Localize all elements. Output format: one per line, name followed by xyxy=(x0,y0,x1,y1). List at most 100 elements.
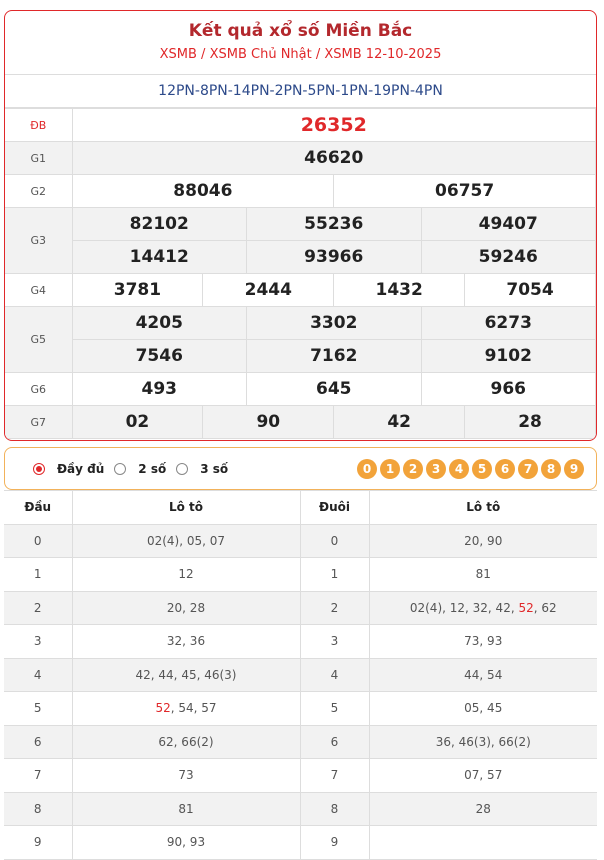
breadcrumb-separator: / xyxy=(311,47,325,62)
prize-value: 4205 xyxy=(71,306,247,340)
prize-value: 49407 xyxy=(420,207,596,241)
prize-value: 28 xyxy=(464,405,596,439)
duoi-loto-cell: 05, 45 xyxy=(368,691,597,726)
loto-numbers: , 54, 57 xyxy=(170,701,217,716)
dau-loto-cell: 32, 36 xyxy=(71,624,301,659)
radio-unchecked-icon[interactable] xyxy=(176,462,189,475)
loto-numbers: 42, 44, 45, 46(3) xyxy=(135,667,237,682)
breadcrumb-xsmb[interactable]: XSMB xyxy=(159,47,197,62)
prize-label: G4 xyxy=(5,273,73,307)
prize-label: G7 xyxy=(5,405,73,439)
prize-row-g5: 7546 7162 9102 xyxy=(5,339,596,373)
dau-loto-cell: 42, 44, 45, 46(3) xyxy=(71,657,301,692)
loto-row: 9 90, 93 9 xyxy=(4,825,597,860)
radio-3-digits[interactable]: 3 số xyxy=(176,462,228,476)
breadcrumb-date[interactable]: XSMB 12-10-2025 xyxy=(324,47,442,62)
duoi-cell: 3 xyxy=(299,624,370,659)
prize-value: 02 xyxy=(71,405,204,439)
dau-cell: 3 xyxy=(4,624,73,659)
digit-filter-0[interactable]: 0 xyxy=(357,458,377,479)
page-title: Kết quả xổ số Miền Bắc xyxy=(188,21,413,41)
prize-value: 7054 xyxy=(464,273,596,307)
prize-label: G2 xyxy=(5,174,73,208)
dau-cell: 6 xyxy=(4,724,73,759)
prize-value: 645 xyxy=(246,372,422,406)
prize-table: ĐB 26352 G1 46620 G2 88046 06757 G3 82102 5523… xyxy=(5,108,596,439)
loto-numbers: 20, 28 xyxy=(166,600,206,615)
prize-row-g5: G5 4205 3302 6273 xyxy=(5,306,596,373)
digit-filter-8[interactable]: 8 xyxy=(541,458,561,479)
radio-full[interactable]: Đầy đủ xyxy=(33,462,104,476)
loto-numbers: 36, 46(3), 66(2) xyxy=(435,734,531,749)
duoi-loto-cell: 81 xyxy=(368,557,597,592)
duoi-cell: 5 xyxy=(299,691,370,726)
duoi-cell: 1 xyxy=(299,557,370,592)
duoi-loto-cell: 44, 54 xyxy=(368,657,597,692)
prize-value: 3302 xyxy=(246,306,422,340)
loto-row: 6 62, 66(2) 6 36, 46(3), 66(2) xyxy=(4,724,597,759)
loto-numbers: 62, 66(2) xyxy=(158,734,214,749)
digit-filter-9[interactable]: 9 xyxy=(564,458,584,479)
radio-checked-icon[interactable] xyxy=(33,462,45,475)
digit-filter-5[interactable]: 5 xyxy=(472,458,492,479)
prize-value: 9102 xyxy=(420,339,596,373)
prize-value: 493 xyxy=(71,372,247,406)
dau-cell: 5 xyxy=(4,691,73,726)
duoi-loto-cell: 28 xyxy=(368,791,597,826)
dau-cell: 9 xyxy=(4,825,73,860)
digit-filter-4[interactable]: 4 xyxy=(449,458,469,479)
prize-value: 06757 xyxy=(333,174,596,208)
header-loto: Lô tô xyxy=(71,490,301,525)
loto-numbers: 07, 57 xyxy=(464,768,503,783)
loto-numbers: 32, 36 xyxy=(166,634,206,649)
duoi-loto-cell: 73, 93 xyxy=(368,624,597,659)
breadcrumb: XSMB / XSMB Chủ Nhật / XSMB 12-10-2025 xyxy=(5,47,596,62)
prize-value: 46620 xyxy=(71,141,596,175)
loto-row: 8 81 8 28 xyxy=(4,791,597,826)
duoi-loto-cell: 07, 57 xyxy=(368,758,597,793)
digit-filter-6[interactable]: 6 xyxy=(495,458,515,479)
loto-numbers: 44, 54 xyxy=(464,667,503,682)
prize-label: G3 xyxy=(5,207,73,274)
loto-numbers: 73, 93 xyxy=(464,634,503,649)
prize-label: ĐB xyxy=(5,108,73,142)
digit-filter-1[interactable]: 1 xyxy=(380,458,400,479)
duoi-cell: 9 xyxy=(299,825,370,860)
loto-row: 4 42, 44, 45, 46(3) 4 44, 54 xyxy=(4,657,597,692)
prize-value: 966 xyxy=(420,372,596,406)
digit-filter-7[interactable]: 7 xyxy=(518,458,538,479)
breadcrumb-xsmb-sunday[interactable]: XSMB Chủ Nhật xyxy=(209,47,312,62)
dau-loto-cell: 52, 54, 57 xyxy=(71,691,301,726)
radio-unchecked-icon[interactable] xyxy=(114,462,127,475)
prize-row-g1: G1 46620 xyxy=(5,141,596,175)
prize-row-g2: G2 88046 06757 xyxy=(5,174,596,208)
duoi-loto-cell xyxy=(368,825,597,860)
loto-numbers: 28 xyxy=(475,801,491,816)
prize-value: 2444 xyxy=(202,273,335,307)
prize-label: G1 xyxy=(5,141,73,175)
loto-header-row: Đầu Lô tô Đuôi Lô tô xyxy=(4,490,597,525)
dau-loto-cell: 73 xyxy=(71,758,301,793)
loto-row: 7 73 7 07, 57 xyxy=(4,758,597,793)
prize-value: 82102 xyxy=(71,207,247,241)
duoi-cell: 2 xyxy=(299,590,370,625)
radio-2-digits[interactable]: 2 số xyxy=(114,462,166,476)
radio-label: Đầy đủ xyxy=(57,461,105,476)
digit-filter-2[interactable]: 2 xyxy=(403,458,423,479)
special-number: 52 xyxy=(518,600,534,615)
duoi-loto-cell: 20, 90 xyxy=(368,523,597,558)
loto-numbers: 73 xyxy=(178,768,194,783)
prize-value: 93966 xyxy=(246,240,422,274)
duoi-cell: 0 xyxy=(299,523,370,558)
prize-value: 7162 xyxy=(246,339,422,373)
prize-value: 90 xyxy=(202,405,335,439)
duoi-loto-cell: 02(4), 12, 32, 42, 52, 62 xyxy=(368,590,597,625)
results-header: Kết quả xổ số Miền Bắc XSMB / XSMB Chủ N… xyxy=(5,11,596,75)
prize-value: 26352 xyxy=(71,108,596,142)
prize-value: 3781 xyxy=(71,273,204,307)
digit-filter-3[interactable]: 3 xyxy=(426,458,446,479)
prize-row-g3: 14412 93966 59246 xyxy=(5,240,596,274)
dau-cell: 0 xyxy=(4,523,73,558)
